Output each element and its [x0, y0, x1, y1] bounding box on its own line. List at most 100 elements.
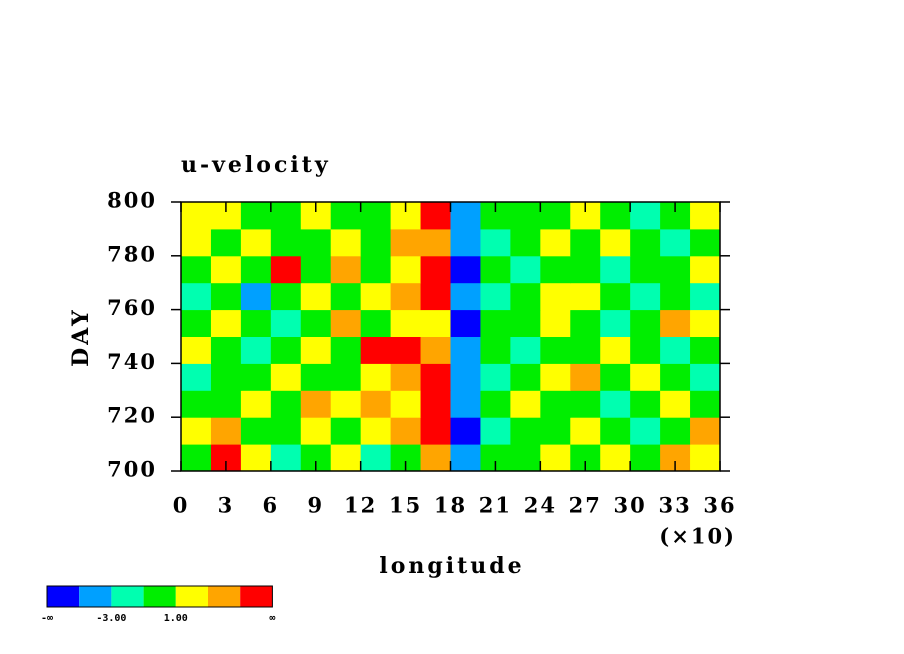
contour-cell: [390, 336, 422, 364]
contour-cell: [630, 444, 661, 472]
contour-cell: [420, 309, 451, 337]
contour-cell: [450, 282, 481, 311]
contour-cell: [450, 309, 481, 337]
contour-cell: [450, 390, 481, 418]
colorbar-frame: [46, 585, 273, 608]
colorbar-box: [240, 586, 273, 607]
contour-cell: [630, 417, 661, 445]
contour-cell: [540, 336, 571, 364]
contour-cell: [540, 255, 571, 284]
contour-cell: [630, 255, 661, 284]
contour-cell: [420, 228, 451, 257]
contour-cell: [240, 363, 272, 391]
contour-cell: [570, 417, 601, 445]
contour-cell: [630, 309, 661, 337]
contour-cell: [360, 336, 392, 364]
y-axis-label: DAY: [68, 307, 94, 367]
contour-cell: [480, 390, 511, 418]
contour-cell: [330, 202, 362, 230]
contour-cell: [330, 255, 362, 284]
contour-cell: [181, 336, 212, 364]
contour-cell: [420, 363, 451, 391]
contour-cell: [660, 228, 691, 257]
contour-cell: [570, 390, 601, 418]
contour-cell: [240, 444, 272, 472]
contour-cell: [210, 336, 242, 364]
contour-cell: [181, 282, 212, 311]
x-tick-label: 27: [569, 493, 602, 518]
colorbar-box: [208, 586, 241, 607]
contour-cell: [540, 417, 571, 445]
y-tick-label: 800: [107, 188, 157, 213]
contour-cell: [270, 336, 302, 364]
contour-cell: [690, 282, 721, 311]
contour-cell: [630, 202, 661, 230]
contour-cell: [630, 390, 661, 418]
contour-cell: [540, 444, 571, 472]
contour-cell: [300, 390, 332, 418]
contour-cell: [270, 228, 302, 257]
contour-cell: [690, 228, 721, 257]
contour-cell: [690, 363, 721, 391]
contour-cell: [390, 255, 422, 284]
contour-cell: [660, 417, 691, 445]
x-tick-label: 0: [173, 493, 190, 518]
contour-cell: [360, 363, 392, 391]
contour-cell: [540, 282, 571, 311]
x-tick-label: 15: [389, 493, 422, 518]
contour-cell: [330, 282, 362, 311]
colorbar-box: [47, 586, 80, 607]
contour-cell: [270, 417, 302, 445]
contour-cell: [420, 390, 451, 418]
contour-cell: [600, 202, 631, 230]
x-tick-label: 3: [218, 493, 235, 518]
contour-cell: [540, 202, 571, 230]
colorbar-box: [79, 586, 112, 607]
contour-cell: [510, 336, 541, 364]
contour-cell: [240, 417, 272, 445]
contour-cell: [540, 228, 571, 257]
contour-cell: [420, 282, 451, 311]
colorbar-label: -∞: [41, 613, 53, 624]
contour-cell: [330, 228, 362, 257]
x-scale-label: (×10): [659, 524, 736, 549]
contour-cell: [240, 202, 272, 230]
contour-cell: [510, 202, 541, 230]
contour-cell: [390, 390, 422, 418]
contour-cell: [330, 309, 362, 337]
contour-cell: [450, 202, 481, 230]
contour-cell: [240, 390, 272, 418]
y-tick-label: 780: [107, 241, 157, 266]
contour-cell: [210, 390, 242, 418]
contour-cell: [270, 444, 302, 472]
contour-cell: [270, 363, 302, 391]
contour-cell: [420, 417, 451, 445]
contour-cell: [600, 336, 631, 364]
contour-cell: [210, 363, 242, 391]
contour-cell: [690, 417, 721, 445]
contour-cell: [510, 309, 541, 337]
contour-cell: [690, 309, 721, 337]
colorbar-box: [111, 586, 144, 607]
contour-cell: [300, 336, 332, 364]
contour-cell: [270, 309, 302, 337]
contour-cell: [240, 255, 272, 284]
contour-cell: [300, 255, 332, 284]
contour-cell: [660, 282, 691, 311]
contour-cell: [390, 417, 422, 445]
contour-cell: [480, 417, 511, 445]
contour-cell: [510, 255, 541, 284]
contour-cell: [510, 363, 541, 391]
contour-cell: [570, 228, 601, 257]
contour-cell: [540, 309, 571, 337]
contour-cell: [570, 363, 601, 391]
contour-cell: [570, 282, 601, 311]
contour-cell: [690, 202, 721, 230]
contour-cell: [390, 363, 422, 391]
colorbar-box: [175, 586, 208, 607]
contour-cell: [240, 336, 272, 364]
contour-cell: [300, 309, 332, 337]
contour-cell: [660, 390, 691, 418]
contour-cell: [360, 417, 392, 445]
